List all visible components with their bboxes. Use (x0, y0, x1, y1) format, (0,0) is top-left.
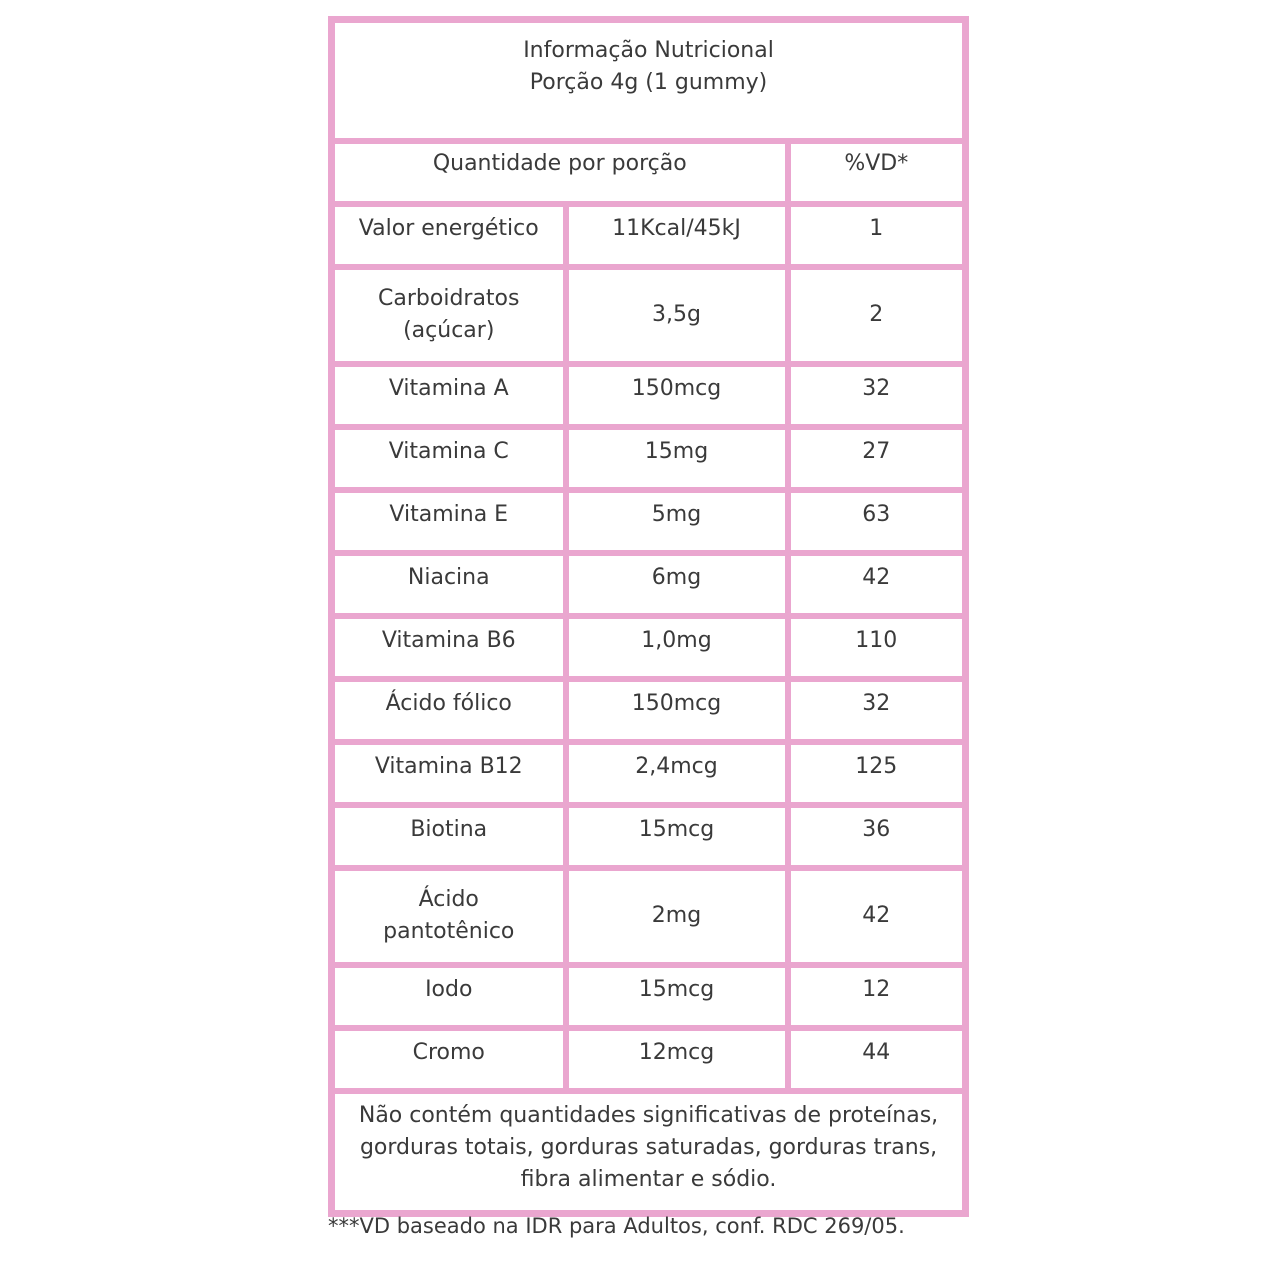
nutrient-vd: 42 (784, 549, 969, 619)
nutrient-amount: 6mg (562, 549, 791, 619)
nutrient-vd: 12 (784, 961, 969, 1031)
nutrient-vd: 36 (784, 801, 969, 871)
nutrient-vd: 32 (784, 360, 969, 430)
nutrient-vd: 32 (784, 675, 969, 745)
nutrient-name: Ácido fólico (328, 675, 569, 745)
nutrient-row: Ácido pantotênico 2mg 42 (328, 864, 969, 968)
nutrient-name: Vitamina A (328, 360, 569, 430)
header-vd: %VD* (784, 137, 969, 207)
nutrient-name: Valor energético (328, 200, 569, 270)
nutrient-vd: 42 (784, 864, 969, 968)
title-row: Informação Nutricional Porção 4g (1 gumm… (328, 16, 969, 144)
footnote: ***VD baseado na IDR para Adultos, conf.… (328, 1214, 905, 1238)
footer-row: Não contém quantidades significativas de… (328, 1087, 969, 1217)
nutrient-amount: 2,4mcg (562, 738, 791, 808)
nutrient-amount: 150mcg (562, 360, 791, 430)
nutrient-name: Vitamina B6 (328, 612, 569, 682)
nutrient-name: Biotina (328, 801, 569, 871)
nutrient-amount: 15mg (562, 423, 791, 493)
nutrient-row: Valor energético 11Kcal/45kJ 1 (328, 200, 969, 270)
nutrient-name: Carboidratos (açúcar) (328, 263, 569, 367)
nutrient-name: Iodo (328, 961, 569, 1031)
nutrient-amount: 1,0mg (562, 612, 791, 682)
nutrient-amount: 11Kcal/45kJ (562, 200, 791, 270)
nutrient-name: Cromo (328, 1024, 569, 1094)
nutrient-amount: 150mcg (562, 675, 791, 745)
nutrient-vd: 63 (784, 486, 969, 556)
nutrient-amount: 5mg (562, 486, 791, 556)
nutrient-vd: 1 (784, 200, 969, 270)
nutrient-row: Vitamina C 15mg 27 (328, 423, 969, 493)
nutrient-row: Carboidratos (açúcar) 3,5g 2 (328, 263, 969, 367)
nutrient-vd: 2 (784, 263, 969, 367)
header-row: Quantidade por porção %VD* (328, 137, 969, 207)
nutrient-amount: 12mcg (562, 1024, 791, 1094)
nutrient-name: Niacina (328, 549, 569, 619)
nutrient-name: Ácido pantotênico (328, 864, 569, 968)
nutrient-vd: 110 (784, 612, 969, 682)
nutrient-name: Vitamina C (328, 423, 569, 493)
nutrient-vd: 44 (784, 1024, 969, 1094)
nutrient-amount: 3,5g (562, 263, 791, 367)
nutrient-vd: 125 (784, 738, 969, 808)
header-quantity: Quantidade por porção (328, 137, 791, 207)
nutrient-row: Ácido fólico 150mcg 32 (328, 675, 969, 745)
nutrient-amount: 15mcg (562, 801, 791, 871)
nutrient-row: Cromo 12mcg 44 (328, 1024, 969, 1094)
nutrient-name: Vitamina B12 (328, 738, 569, 808)
title-cell: Informação Nutricional Porção 4g (1 gumm… (328, 16, 969, 144)
table-title: Informação Nutricional (523, 38, 774, 63)
nutrient-name: Vitamina E (328, 486, 569, 556)
nutrition-facts-table: Informação Nutricional Porção 4g (1 gumm… (328, 16, 970, 1217)
nutrient-amount: 2mg (562, 864, 791, 968)
footer-text: Não contém quantidades significativas de… (328, 1087, 969, 1217)
nutrient-row: Vitamina B12 2,4mcg 125 (328, 738, 969, 808)
nutrient-amount: 15mcg (562, 961, 791, 1031)
nutrient-row: Iodo 15mcg 12 (328, 961, 969, 1031)
nutrient-vd: 27 (784, 423, 969, 493)
nutrient-row: Vitamina A 150mcg 32 (328, 360, 969, 430)
nutrient-row: Vitamina E 5mg 63 (328, 486, 969, 556)
nutrient-row: Vitamina B6 1,0mg 110 (328, 612, 969, 682)
nutrient-row: Biotina 15mcg 36 (328, 801, 969, 871)
nutrient-row: Niacina 6mg 42 (328, 549, 969, 619)
portion-size: Porção 4g (1 gummy) (529, 70, 768, 95)
